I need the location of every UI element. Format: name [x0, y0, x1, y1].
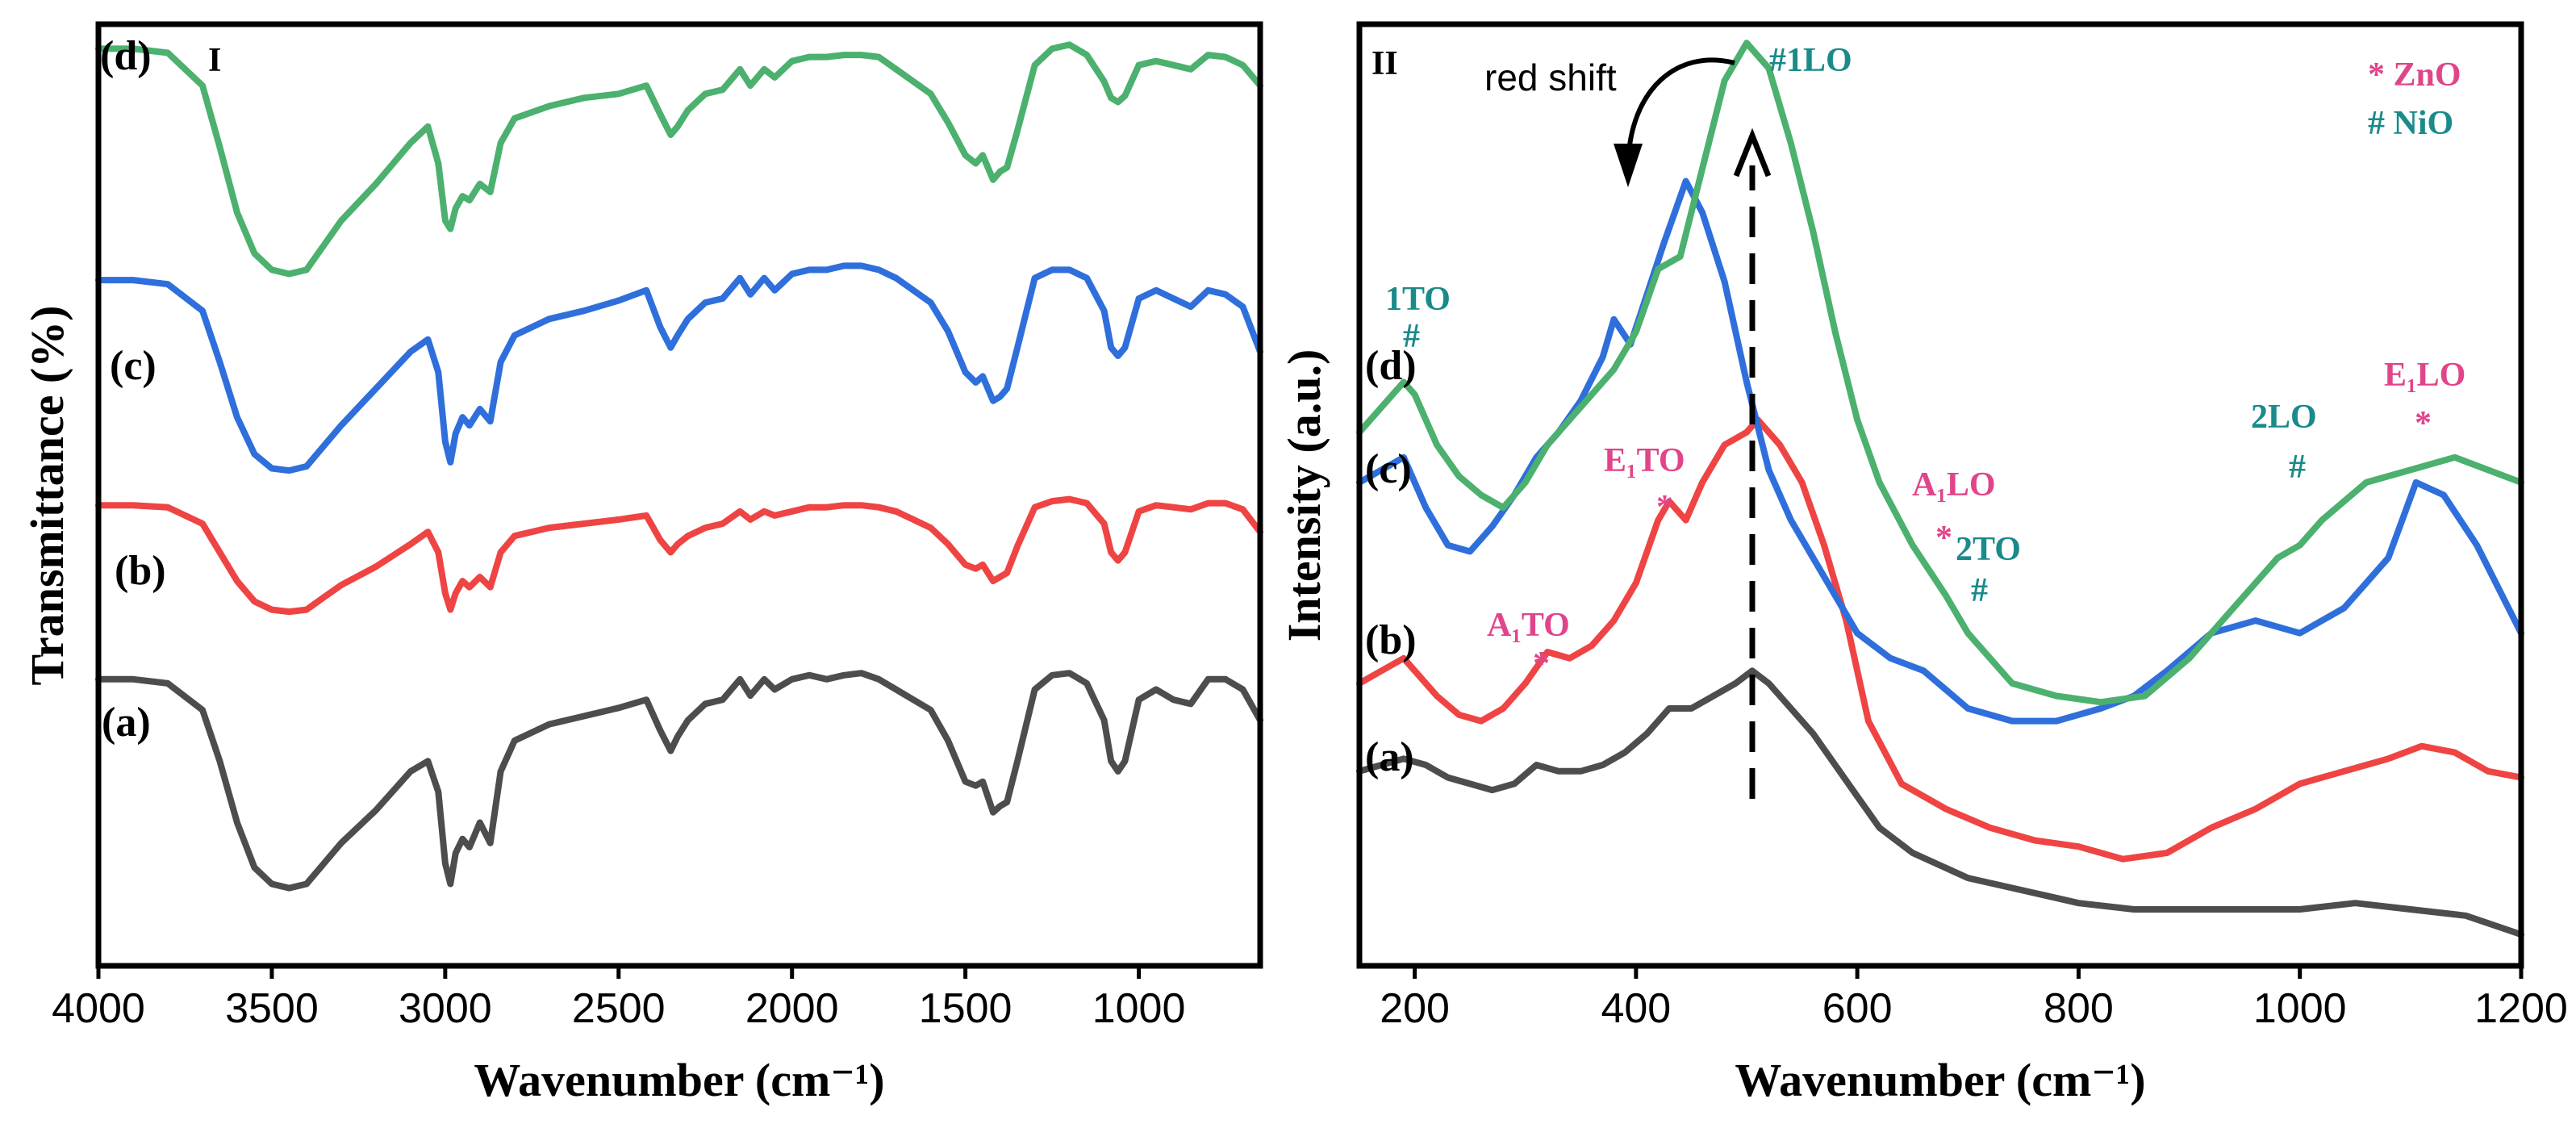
panel-transmittance-trace-label-b: (b)	[115, 548, 166, 594]
panel-raman-trace-label-b: (b)	[1365, 617, 1417, 663]
red-shift-arrow	[1626, 57, 1735, 166]
panel-raman-x-tick-label: 600	[1822, 985, 1893, 1032]
legend-nio: # NiO	[2368, 105, 2453, 142]
panel-transmittance-plot-area	[95, 41, 1263, 892]
panel-transmittance-x-tick-label: 1500	[919, 985, 1012, 1032]
peak-2TO-marker: #	[1971, 572, 1988, 609]
legend-zno: * ZnO	[2368, 56, 2461, 94]
peak-A1TO-label: A₁TO	[1487, 607, 1570, 644]
peak-A1TO-marker: *	[1533, 646, 1550, 683]
peak-1TO-marker: #	[1403, 318, 1420, 355]
panel-transmittance-x-ticks: 4000 3500 3000 2500 2000 1500 1000	[52, 966, 1185, 1032]
panel-raman-x-tick-label: 200	[1380, 985, 1450, 1032]
peak-E1LO-marker: *	[2415, 405, 2432, 442]
panel-transmittance-series-a	[95, 670, 1263, 892]
panel-transmittance-x-tick-label: 2500	[572, 985, 666, 1032]
panel-transmittance-frame	[95, 21, 1263, 969]
panel-raman-label: II	[1372, 45, 1398, 82]
panel-transmittance-label: I	[208, 42, 221, 79]
panel-raman-frame	[1356, 21, 2524, 969]
panel-transmittance-series-b	[95, 495, 1263, 616]
panel-raman-x-tick-label: 800	[2044, 985, 2114, 1032]
dashed-line-arrowhead-icon	[1733, 127, 1772, 178]
panel-raman-trace-label-d: (d)	[1365, 343, 1417, 389]
panel-transmittance-series-c	[95, 262, 1263, 474]
peak-A1LO-marker: *	[1935, 520, 1952, 557]
peak-A1LO-label: A₁LO	[1912, 466, 1996, 504]
panel-transmittance-x-tick-label: 2000	[745, 985, 839, 1032]
panel-raman-plot-area	[1356, 40, 2524, 938]
panel-raman-x-tick-label: 400	[1601, 985, 1671, 1032]
red-shift-arrowhead-icon	[1614, 144, 1643, 187]
panel-transmittance-x-tick-label: 3500	[225, 985, 319, 1032]
panel-raman-series-b	[1356, 416, 2524, 863]
panel-transmittance-x-label: Wavenumber (cm⁻¹)	[474, 1054, 884, 1106]
panel-raman-x-ticks: 200 400 600 800 1000 1200	[1380, 966, 2568, 1032]
panel-raman: 200 400 600 800 1000 1200 Wavenumber (cm⁻¹) I…	[1278, 21, 2568, 1106]
panel-transmittance-trace-label-c: (c)	[110, 343, 157, 389]
peak-E1TO-label: E₁TO	[1604, 442, 1685, 479]
panel-raman-x-label: Wavenumber (cm⁻¹)	[1735, 1054, 2145, 1106]
peak-2TO-label: 2TO	[1956, 531, 2021, 568]
panel-transmittance-trace-label-d: (d)	[100, 33, 152, 79]
panel-raman-x-tick-label: 1000	[2253, 985, 2347, 1032]
peak-1TO-label: 1TO	[1385, 281, 1451, 318]
panel-transmittance-series-d	[95, 41, 1263, 278]
panel-transmittance-y-label: Transmittance (%)	[21, 306, 73, 686]
panel-raman-trace-label-a: (a)	[1365, 734, 1414, 780]
panel-raman-trace-label-c: (c)	[1365, 446, 1412, 492]
panel-transmittance-x-tick-label: 4000	[52, 985, 145, 1032]
panel-transmittance-x-tick-label: 1000	[1092, 985, 1186, 1032]
panel-raman-series-d	[1356, 40, 2524, 706]
peak-1LO-label: #1LO	[1769, 42, 1852, 79]
peak-E1TO-marker: *	[1656, 489, 1673, 526]
panel-transmittance-x-tick-label: 3000	[399, 985, 492, 1032]
panel-raman-x-tick-label: 1200	[2474, 985, 2568, 1032]
red-shift-label: red shift	[1484, 56, 1617, 98]
peak-2LO-label: 2LO	[2251, 399, 2317, 436]
peak-2LO-marker: #	[2289, 449, 2306, 486]
peak-E1LO-label: E₁LO	[2384, 357, 2465, 394]
panel-transmittance: 4000 3500 3000 2500 2000 1500 1000 Wavenumber …	[21, 21, 1263, 1106]
panel-transmittance-trace-label-a: (a)	[102, 700, 151, 746]
panel-raman-series-a	[1356, 667, 2524, 938]
panel-raman-y-label: Intensity (a.u.)	[1278, 349, 1330, 642]
